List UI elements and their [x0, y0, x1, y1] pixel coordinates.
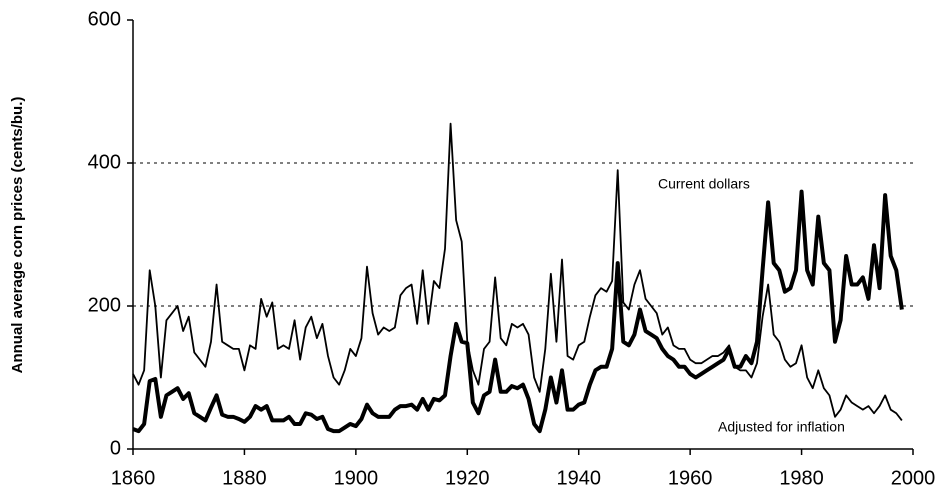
x-tick-label: 1860: [111, 467, 156, 489]
x-tick-label: 1940: [556, 467, 601, 489]
x-tick-label: 1960: [668, 467, 713, 489]
y-tick-label: 600: [88, 8, 121, 30]
series-line: [132, 189, 904, 434]
series-annotation: Current dollars: [658, 176, 750, 192]
x-tick-label: 1980: [779, 467, 824, 489]
series-annotation: Adjusted for inflation: [718, 419, 845, 435]
series-line: [132, 122, 903, 421]
y-tick-label: 0: [110, 437, 121, 459]
y-axis-label: Annual average corn prices (cents/bu.): [9, 97, 26, 374]
x-tick-label: 1900: [334, 467, 379, 489]
x-tick-label: 1920: [445, 467, 490, 489]
x-tick-label: 2000: [891, 467, 936, 489]
y-tick-label: 400: [88, 151, 121, 173]
x-tick-label: 1880: [222, 467, 267, 489]
y-tick-label: 200: [88, 294, 121, 316]
